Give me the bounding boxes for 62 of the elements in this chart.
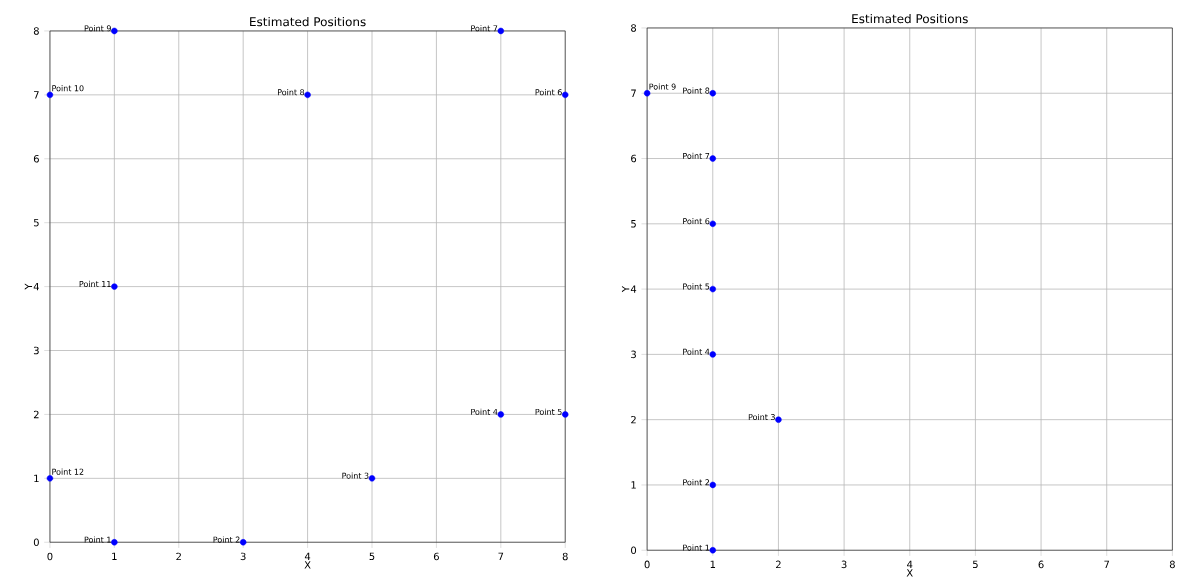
x-tick-label: 1: [710, 560, 716, 568]
y-axis-title: Y: [621, 285, 630, 293]
y-tick-label: 3: [631, 350, 636, 359]
y-tick-label: 4: [33, 282, 39, 291]
x-tick-label: 6: [1038, 560, 1044, 569]
point: [46, 475, 54, 482]
point: [111, 538, 118, 546]
y-tick-label: 5: [33, 218, 39, 227]
x-tick-label: 2: [775, 560, 781, 568]
x-tick-label: 0: [47, 552, 53, 561]
x-tick-label: 7: [1104, 560, 1110, 568]
x-tick-label: 4: [304, 552, 311, 560]
chart-title: Estimated Positions: [852, 13, 968, 24]
point: [562, 91, 569, 98]
x-tick-label: 4: [907, 560, 913, 568]
x-tick-label: 5: [369, 552, 375, 560]
y-tick-label: 0: [33, 538, 39, 546]
point: [368, 475, 376, 482]
y-tick-label: 5: [631, 220, 636, 228]
y-tick-label: 8: [631, 24, 637, 32]
point: [111, 27, 118, 35]
y-tick-label: 0: [631, 546, 637, 554]
x-tick-label: 3: [841, 560, 847, 569]
x-axis-title: X: [304, 561, 311, 569]
y-axis-title: Y: [24, 283, 33, 290]
point: [497, 411, 505, 418]
point: [709, 351, 716, 358]
point: [709, 155, 716, 162]
x-axis-title: X: [906, 569, 913, 577]
x-tick-label: 1: [112, 552, 117, 560]
y-tick-label: 7: [34, 91, 39, 99]
x-tick-label: 0: [644, 560, 650, 569]
x-tick-label: 6: [433, 552, 439, 561]
x-tick-label: 2: [176, 552, 181, 560]
point: [775, 416, 782, 423]
point: [497, 27, 505, 35]
chart-title: Estimated Positions: [250, 16, 366, 27]
y-tick-label: 6: [33, 154, 39, 163]
x-tick-label: 8: [562, 552, 568, 561]
x-tick-label: 8: [1169, 560, 1175, 569]
x-tick-label: 3: [240, 552, 246, 561]
y-tick-label: 1: [631, 481, 636, 489]
point: [643, 89, 651, 97]
y-tick-label: 1: [34, 474, 39, 482]
y-tick-label: 2: [33, 410, 39, 419]
y-tick-label: 4: [630, 285, 637, 293]
point: [111, 283, 118, 290]
x-tick-label: 5: [973, 560, 978, 568]
point: [304, 91, 311, 98]
point: [239, 538, 247, 546]
y-tick-label: 2: [631, 415, 636, 424]
point: [562, 411, 569, 418]
y-tick-label: 7: [631, 89, 636, 97]
point: [709, 285, 716, 293]
x-tick-label: 7: [498, 552, 504, 560]
point: [46, 91, 54, 98]
y-tick-label: 3: [33, 346, 39, 355]
point: [709, 89, 716, 97]
point: [709, 546, 716, 554]
y-tick-label: 6: [631, 154, 637, 163]
y-tick-label: 8: [33, 27, 39, 35]
point: [709, 481, 716, 489]
